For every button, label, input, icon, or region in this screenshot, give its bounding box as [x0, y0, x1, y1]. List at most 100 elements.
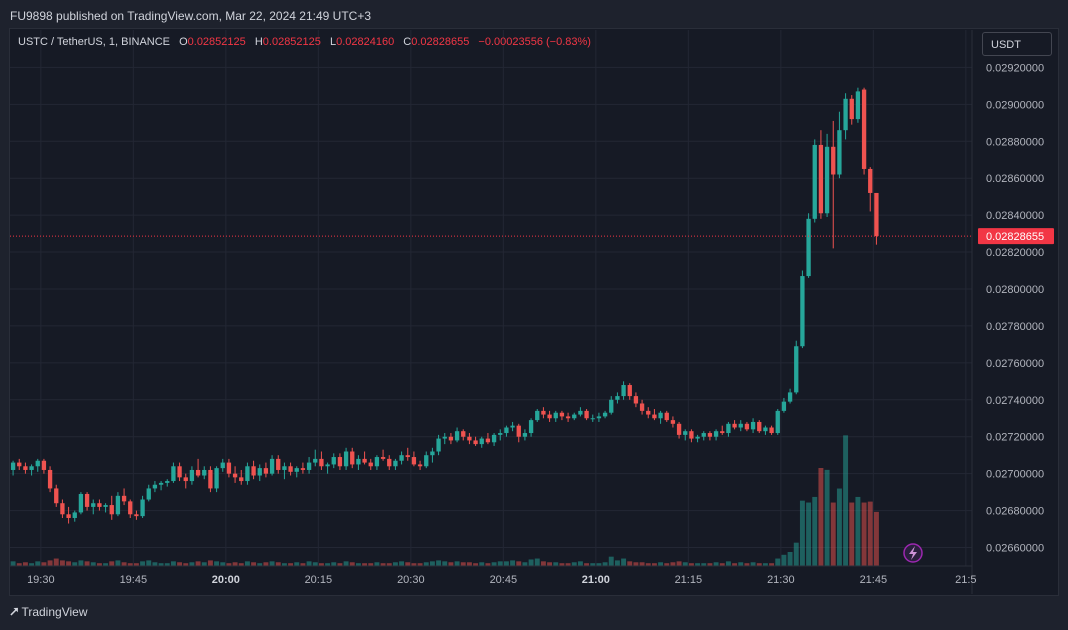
candle[interactable]	[245, 462, 250, 485]
candle[interactable]	[596, 412, 602, 422]
candle[interactable]	[171, 462, 176, 483]
candle[interactable]	[337, 453, 343, 470]
candle[interactable]	[29, 464, 34, 476]
candle[interactable]	[35, 458, 40, 472]
candle[interactable]	[146, 484, 151, 502]
candle[interactable]	[837, 111, 842, 179]
candle[interactable]	[565, 412, 571, 422]
candle[interactable]	[812, 139, 817, 223]
candle[interactable]	[800, 270, 805, 349]
candle[interactable]	[152, 481, 158, 493]
candle[interactable]	[504, 425, 509, 437]
candle[interactable]	[473, 436, 478, 446]
candle[interactable]	[485, 433, 491, 445]
candle[interactable]	[239, 469, 244, 485]
candle[interactable]	[516, 423, 521, 443]
candle[interactable]	[47, 466, 53, 493]
candle[interactable]	[461, 429, 466, 441]
candle[interactable]	[843, 93, 848, 140]
candle[interactable]	[405, 447, 410, 461]
candle[interactable]	[787, 388, 793, 404]
candle[interactable]	[522, 429, 528, 441]
candle[interactable]	[417, 460, 423, 470]
candle[interactable]	[695, 434, 700, 443]
candle[interactable]	[103, 503, 108, 513]
candle[interactable]	[547, 410, 552, 422]
candle[interactable]	[387, 455, 392, 470]
candle[interactable]	[362, 451, 367, 465]
candle[interactable]	[17, 458, 22, 470]
candle[interactable]	[183, 473, 188, 489]
candle[interactable]	[541, 407, 546, 419]
candle[interactable]	[263, 462, 269, 478]
candle[interactable]	[380, 449, 386, 461]
tradingview-footer[interactable]: ⭧ TradingView	[10, 604, 88, 620]
candle[interactable]	[294, 466, 299, 478]
candle[interactable]	[66, 506, 71, 524]
candle[interactable]	[251, 460, 256, 480]
candle[interactable]	[411, 451, 417, 467]
candle[interactable]	[498, 429, 503, 441]
candle[interactable]	[300, 462, 306, 474]
candle[interactable]	[306, 457, 312, 474]
candle[interactable]	[664, 410, 669, 422]
candle[interactable]	[824, 133, 830, 217]
candle[interactable]	[257, 464, 262, 482]
candle[interactable]	[343, 447, 349, 470]
lightning-icon[interactable]	[903, 543, 923, 563]
candle[interactable]	[510, 421, 515, 432]
candle[interactable]	[683, 429, 688, 441]
candle[interactable]	[491, 433, 497, 446]
candle[interactable]	[609, 396, 614, 415]
candle[interactable]	[269, 455, 275, 476]
candle[interactable]	[220, 458, 225, 472]
candle[interactable]	[590, 414, 595, 422]
candle[interactable]	[60, 499, 65, 518]
candle[interactable]	[10, 460, 16, 476]
candle[interactable]	[115, 492, 121, 517]
candle[interactable]	[707, 431, 713, 441]
candle[interactable]	[23, 462, 28, 474]
candle[interactable]	[559, 410, 565, 421]
candle[interactable]	[165, 479, 170, 487]
candle[interactable]	[763, 425, 768, 435]
candle[interactable]	[436, 434, 441, 456]
candle[interactable]	[214, 466, 219, 493]
candle[interactable]	[868, 167, 873, 212]
candle[interactable]	[442, 433, 447, 445]
candle[interactable]	[430, 447, 435, 463]
candle[interactable]	[738, 420, 743, 432]
candle[interactable]	[726, 421, 731, 437]
candle[interactable]	[781, 397, 787, 413]
candle[interactable]	[670, 416, 676, 428]
candle[interactable]	[874, 192, 879, 245]
candle[interactable]	[189, 466, 195, 485]
candle[interactable]	[84, 492, 90, 511]
candle[interactable]	[282, 462, 287, 480]
candle[interactable]	[528, 418, 534, 437]
candle[interactable]	[78, 492, 84, 515]
currency-button[interactable]: USDT	[982, 32, 1052, 56]
candle[interactable]	[288, 462, 293, 476]
candle[interactable]	[467, 433, 472, 445]
candle[interactable]	[158, 481, 164, 491]
candle[interactable]	[319, 451, 324, 470]
candle[interactable]	[97, 499, 102, 511]
candle[interactable]	[54, 484, 59, 507]
candle[interactable]	[775, 409, 780, 435]
candle[interactable]	[750, 418, 756, 434]
candle[interactable]	[208, 466, 213, 493]
candle[interactable]	[177, 462, 182, 482]
candle[interactable]	[855, 87, 861, 123]
candle[interactable]	[794, 340, 799, 395]
symbol-label[interactable]: USTC / TetherUS, 1, BINANCE	[18, 36, 171, 48]
candle[interactable]	[602, 410, 608, 419]
chart-panel[interactable]	[9, 28, 1059, 596]
candle[interactable]	[806, 213, 811, 278]
candle[interactable]	[615, 392, 620, 404]
candle[interactable]	[676, 421, 682, 439]
candle[interactable]	[393, 458, 398, 470]
candle[interactable]	[732, 420, 737, 430]
candle[interactable]	[313, 449, 318, 467]
candle[interactable]	[646, 407, 651, 419]
